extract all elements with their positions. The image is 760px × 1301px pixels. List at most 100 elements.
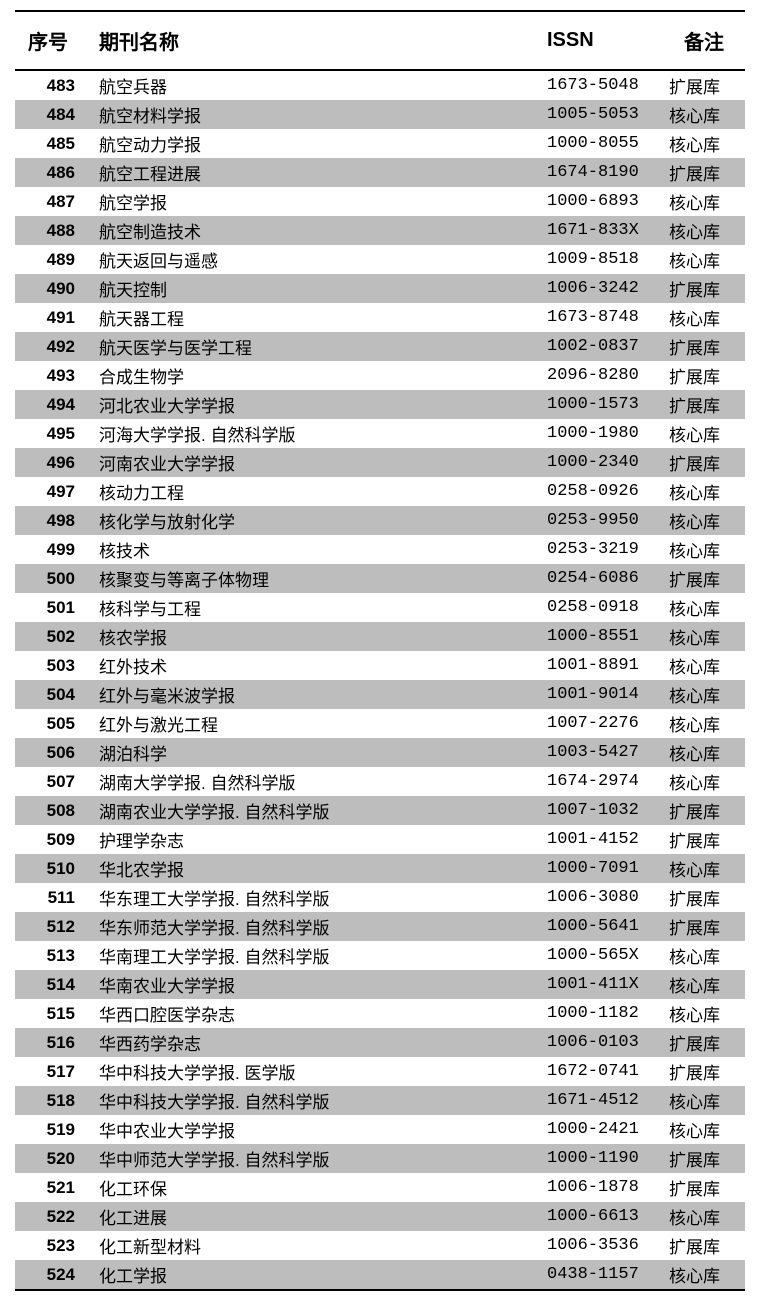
cell-seq: 501 xyxy=(15,593,81,622)
cell-name: 红外技术 xyxy=(81,651,543,680)
cell-issn: 1006-3080 xyxy=(543,883,663,912)
cell-note: 核心库 xyxy=(663,738,745,767)
cell-seq: 514 xyxy=(15,970,81,999)
table-row: 494河北农业大学学报1000-1573扩展库 xyxy=(15,390,745,419)
cell-name: 核科学与工程 xyxy=(81,593,543,622)
cell-issn: 0258-0918 xyxy=(543,593,663,622)
cell-seq: 519 xyxy=(15,1115,81,1144)
table-row: 486航空工程进展1674-8190扩展库 xyxy=(15,158,745,187)
cell-issn: 1007-2276 xyxy=(543,709,663,738)
cell-seq: 503 xyxy=(15,651,81,680)
cell-name: 华中科技大学学报. 医学版 xyxy=(81,1057,543,1086)
cell-note: 核心库 xyxy=(663,1086,745,1115)
cell-name: 华中科技大学学报. 自然科学版 xyxy=(81,1086,543,1115)
table-row: 495河海大学学报. 自然科学版1000-1980核心库 xyxy=(15,419,745,448)
cell-seq: 515 xyxy=(15,999,81,1028)
cell-seq: 504 xyxy=(15,680,81,709)
cell-note: 扩展库 xyxy=(663,796,745,825)
cell-note: 核心库 xyxy=(663,216,745,245)
cell-note: 核心库 xyxy=(663,1115,745,1144)
cell-seq: 496 xyxy=(15,448,81,477)
cell-issn: 1006-0103 xyxy=(543,1028,663,1057)
cell-note: 核心库 xyxy=(663,680,745,709)
cell-issn: 2096-8280 xyxy=(543,361,663,390)
cell-note: 核心库 xyxy=(663,970,745,999)
table-row: 512华东师范大学学报. 自然科学版1000-5641扩展库 xyxy=(15,912,745,941)
cell-note: 扩展库 xyxy=(663,332,745,361)
cell-note: 核心库 xyxy=(663,187,745,216)
table-row: 493合成生物学2096-8280扩展库 xyxy=(15,361,745,390)
table-row: 505红外与激光工程1007-2276核心库 xyxy=(15,709,745,738)
cell-note: 核心库 xyxy=(663,1260,745,1290)
cell-seq: 491 xyxy=(15,303,81,332)
cell-issn: 1001-411X xyxy=(543,970,663,999)
table-row: 510华北农学报1000-7091核心库 xyxy=(15,854,745,883)
cell-seq: 495 xyxy=(15,419,81,448)
table-row: 484航空材料学报1005-5053核心库 xyxy=(15,100,745,129)
cell-issn: 1674-2974 xyxy=(543,767,663,796)
cell-note: 核心库 xyxy=(663,854,745,883)
cell-name: 航天医学与医学工程 xyxy=(81,332,543,361)
cell-issn: 1000-2340 xyxy=(543,448,663,477)
cell-issn: 1673-8748 xyxy=(543,303,663,332)
table-row: 523化工新型材料1006-3536扩展库 xyxy=(15,1231,745,1260)
table-row: 513华南理工大学学报. 自然科学版1000-565X核心库 xyxy=(15,941,745,970)
cell-seq: 518 xyxy=(15,1086,81,1115)
cell-name: 航空材料学报 xyxy=(81,100,543,129)
cell-note: 核心库 xyxy=(663,245,745,274)
cell-name: 护理学杂志 xyxy=(81,825,543,854)
table-row: 487航空学报1000-6893核心库 xyxy=(15,187,745,216)
cell-name: 航空动力学报 xyxy=(81,129,543,158)
table-row: 491航天器工程1673-8748核心库 xyxy=(15,303,745,332)
table-row: 514华南农业大学学报1001-411X核心库 xyxy=(15,970,745,999)
col-header-issn: ISSN xyxy=(543,11,663,70)
table-row: 496河南农业大学学报1000-2340扩展库 xyxy=(15,448,745,477)
cell-note: 扩展库 xyxy=(663,883,745,912)
cell-seq: 487 xyxy=(15,187,81,216)
table-row: 500核聚变与等离子体物理0254-6086扩展库 xyxy=(15,564,745,593)
cell-seq: 521 xyxy=(15,1173,81,1202)
cell-note: 扩展库 xyxy=(663,1231,745,1260)
cell-issn: 1000-1980 xyxy=(543,419,663,448)
cell-note: 扩展库 xyxy=(663,70,745,100)
cell-issn: 1000-7091 xyxy=(543,854,663,883)
cell-name: 合成生物学 xyxy=(81,361,543,390)
cell-issn: 1000-5641 xyxy=(543,912,663,941)
cell-issn: 1006-1878 xyxy=(543,1173,663,1202)
cell-name: 航空兵器 xyxy=(81,70,543,100)
cell-note: 扩展库 xyxy=(663,158,745,187)
cell-note: 扩展库 xyxy=(663,912,745,941)
cell-seq: 506 xyxy=(15,738,81,767)
cell-name: 河北农业大学学报 xyxy=(81,390,543,419)
cell-name: 航空学报 xyxy=(81,187,543,216)
cell-name: 化工新型材料 xyxy=(81,1231,543,1260)
table-row: 488航空制造技术1671-833X核心库 xyxy=(15,216,745,245)
table-header-row: 序号 期刊名称 ISSN 备注 xyxy=(15,11,745,70)
table-row: 517华中科技大学学报. 医学版1672-0741扩展库 xyxy=(15,1057,745,1086)
table-row: 516华西药学杂志1006-0103扩展库 xyxy=(15,1028,745,1057)
cell-issn: 1002-0837 xyxy=(543,332,663,361)
table-row: 508湖南农业大学学报. 自然科学版1007-1032扩展库 xyxy=(15,796,745,825)
cell-note: 扩展库 xyxy=(663,825,745,854)
cell-note: 核心库 xyxy=(663,535,745,564)
cell-note: 核心库 xyxy=(663,419,745,448)
cell-seq: 499 xyxy=(15,535,81,564)
cell-seq: 524 xyxy=(15,1260,81,1290)
table-row: 504红外与毫米波学报1001-9014核心库 xyxy=(15,680,745,709)
cell-name: 华南理工大学学报. 自然科学版 xyxy=(81,941,543,970)
table-row: 509护理学杂志1001-4152扩展库 xyxy=(15,825,745,854)
cell-issn: 1000-2421 xyxy=(543,1115,663,1144)
cell-issn: 1000-1190 xyxy=(543,1144,663,1173)
table-row: 520华中师范大学学报. 自然科学版1000-1190扩展库 xyxy=(15,1144,745,1173)
cell-seq: 507 xyxy=(15,767,81,796)
cell-issn: 1000-8055 xyxy=(543,129,663,158)
cell-note: 核心库 xyxy=(663,1202,745,1231)
cell-note: 核心库 xyxy=(663,100,745,129)
table-row: 521化工环保1006-1878扩展库 xyxy=(15,1173,745,1202)
cell-note: 扩展库 xyxy=(663,361,745,390)
cell-issn: 1001-9014 xyxy=(543,680,663,709)
cell-name: 核技术 xyxy=(81,535,543,564)
cell-name: 湖泊科学 xyxy=(81,738,543,767)
cell-note: 扩展库 xyxy=(663,564,745,593)
cell-note: 核心库 xyxy=(663,651,745,680)
